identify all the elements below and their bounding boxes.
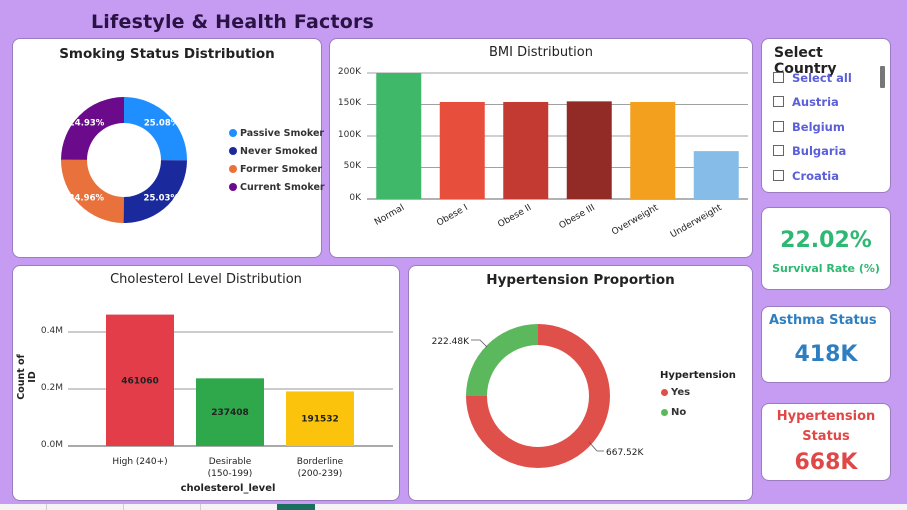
- donut-slice[interactable]: [466, 324, 538, 396]
- cholesterol-level-card[interactable]: Cholesterol Level Distribution Count of …: [12, 265, 400, 501]
- survival-rate-label: Survival Rate (%): [772, 262, 880, 275]
- asthma-status-label: Asthma Status: [769, 313, 877, 328]
- cholesterol-bar[interactable]: [106, 314, 174, 446]
- slicer-option-bulgaria[interactable]: Bulgaria: [773, 144, 846, 158]
- smoking-donut-chart[interactable]: 25.08% 25.03% 24.96% 24.93%: [13, 39, 323, 259]
- donut-slice[interactable]: [61, 159, 124, 223]
- cholesterol-x-axis-label: cholesterol_level: [180, 483, 276, 494]
- hypertension-status-label-line2: Status: [802, 429, 850, 444]
- bmi-bar[interactable]: [376, 73, 422, 199]
- leader-line: [588, 441, 604, 452]
- page-title: Lifestyle & Health Factors: [91, 11, 375, 33]
- cholesterol-y-tick: 0.2M: [40, 383, 63, 393]
- hypertension-donut-chart[interactable]: 222.48K 667.52K: [409, 266, 754, 502]
- bmi-y-tick: 0K: [349, 193, 361, 203]
- cholesterol-data-label: 461060: [121, 376, 159, 386]
- cholesterol-data-label: 237408: [211, 408, 249, 418]
- cholesterol-y-tick: 0.4M: [40, 326, 63, 336]
- donut-slice[interactable]: [61, 97, 124, 160]
- active-page-tab[interactable]: [277, 504, 315, 510]
- slice-label: 25.08%: [144, 119, 180, 129]
- bmi-bar[interactable]: [439, 101, 485, 199]
- bmi-x-tick: Underweight: [669, 203, 724, 241]
- checkbox-icon[interactable]: [773, 121, 784, 132]
- bmi-chart-title: BMI Distribution: [489, 45, 593, 60]
- cholesterol-bar-chart[interactable]: 461060 237408 191532: [13, 266, 401, 502]
- donut-slice[interactable]: [124, 97, 187, 161]
- slice-label-yes: 667.52K: [606, 448, 644, 458]
- bmi-bar-chart[interactable]: Normal Obese I Obese II Obese III Overweight…: [330, 39, 754, 259]
- slicer-option-austria[interactable]: Austria: [773, 95, 839, 109]
- bmi-bar[interactable]: [693, 151, 739, 199]
- asthma-status-value: 418K: [794, 342, 858, 367]
- cholesterol-x-tick: Borderline (200-239): [296, 457, 344, 479]
- slice-label: 24.96%: [69, 193, 105, 203]
- bmi-x-tick: Normal: [373, 203, 406, 228]
- legend-hypertension-yes[interactable]: Yes: [661, 387, 690, 398]
- slice-label: 24.93%: [69, 118, 105, 128]
- bmi-x-tick: Obese III: [558, 203, 597, 231]
- bmi-bar[interactable]: [566, 101, 612, 199]
- cholesterol-bar[interactable]: [196, 378, 264, 446]
- hypertension-status-value: 668K: [794, 450, 858, 475]
- bmi-x-tick: Obese I: [435, 203, 470, 229]
- page-tab-strip: [0, 504, 907, 510]
- donut-slice[interactable]: [123, 160, 187, 223]
- asthma-status-card[interactable]: Asthma Status 418K: [761, 306, 891, 383]
- slicer-option-belgium[interactable]: Belgium: [773, 120, 845, 134]
- slicer-title: Select Country: [774, 45, 837, 77]
- hypertension-legend-title: Hypertension: [660, 370, 736, 381]
- checkbox-icon[interactable]: [773, 72, 784, 83]
- bmi-y-tick: 50K: [343, 161, 361, 171]
- checkbox-icon[interactable]: [773, 145, 784, 156]
- bmi-y-tick: 150K: [337, 98, 361, 108]
- slicer-scrollbar[interactable]: [880, 66, 885, 88]
- hypertension-status-label-line1: Hypertension: [776, 409, 876, 424]
- legend-current-smoker[interactable]: Current Smoker: [229, 182, 325, 193]
- legend-hypertension-no[interactable]: No: [661, 407, 686, 418]
- bmi-x-tick: Overweight: [610, 203, 660, 238]
- legend-former-smoker[interactable]: Former Smoker: [229, 164, 322, 175]
- checkbox-icon[interactable]: [773, 170, 784, 181]
- bmi-distribution-card[interactable]: BMI Distribution 200K 150K 100K 50K 0K N…: [329, 38, 753, 258]
- bmi-bar[interactable]: [503, 101, 549, 199]
- bmi-y-tick: 100K: [337, 130, 361, 140]
- hypertension-proportion-card[interactable]: Hypertension Proportion 222.48K 667.52K H…: [408, 265, 753, 501]
- cholesterol-data-label: 191532: [301, 415, 339, 425]
- survival-rate-value: 22.02%: [780, 228, 872, 253]
- cholesterol-x-tick: High (240+): [112, 457, 168, 467]
- cholesterol-y-tick: 0.0M: [40, 440, 63, 450]
- hypertension-status-card[interactable]: Hypertension Status 668K: [761, 403, 891, 481]
- cholesterol-x-tick: Desirable (150-199): [207, 457, 253, 479]
- survival-rate-card[interactable]: 22.02% Survival Rate (%): [761, 207, 891, 290]
- bmi-bar[interactable]: [630, 101, 676, 199]
- checkbox-icon[interactable]: [773, 96, 784, 107]
- slicer-option-select-all[interactable]: Select all: [773, 71, 852, 85]
- legend-never-smoked[interactable]: Never Smoked: [229, 146, 318, 157]
- bmi-y-tick: 200K: [337, 67, 361, 77]
- slice-label: 25.03%: [144, 194, 180, 204]
- country-slicer-card[interactable]: Select Country Select all Austria Belgiu…: [761, 38, 891, 193]
- legend-passive-smoker[interactable]: Passive Smoker: [229, 128, 324, 139]
- leader-line: [471, 339, 488, 348]
- cholesterol-chart-title: Cholesterol Level Distribution: [110, 272, 302, 287]
- hypertension-chart-title: Hypertension Proportion: [486, 272, 675, 288]
- slice-label-no: 222.48K: [432, 337, 470, 347]
- smoking-status-card[interactable]: Smoking Status Distribution 25.08% 25.03%…: [12, 38, 325, 259]
- slicer-option-croatia[interactable]: Croatia: [773, 169, 839, 183]
- smoking-chart-title: Smoking Status Distribution: [59, 46, 275, 62]
- bmi-x-tick: Obese II: [496, 203, 533, 230]
- cholesterol-bar[interactable]: [286, 391, 354, 446]
